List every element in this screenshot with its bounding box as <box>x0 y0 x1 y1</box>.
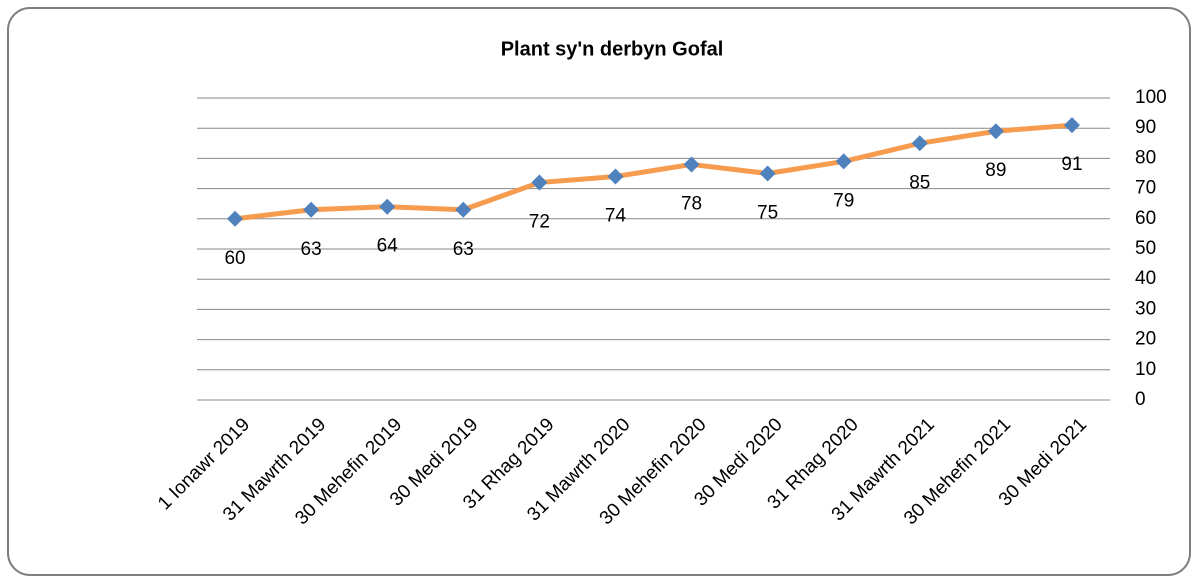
y-tick-label: 90 <box>1135 117 1156 138</box>
data-point <box>759 165 776 182</box>
data-label: 63 <box>453 239 474 260</box>
data-point <box>835 153 852 170</box>
data-point <box>911 135 928 152</box>
data-label: 79 <box>833 190 854 211</box>
data-label: 89 <box>985 160 1006 181</box>
y-tick-label: 60 <box>1135 208 1156 229</box>
data-point <box>303 201 320 218</box>
y-tick-label: 70 <box>1135 178 1156 199</box>
data-point <box>987 123 1004 140</box>
data-label: 64 <box>377 236 399 257</box>
data-label: 91 <box>1061 154 1082 175</box>
data-label: 60 <box>224 248 245 269</box>
data-point <box>683 156 700 173</box>
data-point <box>227 210 244 227</box>
y-tick-label: 50 <box>1135 238 1156 259</box>
y-tick-label: 0 <box>1135 389 1146 410</box>
chart-title: Plant sy'n derbyn Gofal <box>501 38 724 60</box>
data-point <box>455 201 472 218</box>
y-tick-label: 40 <box>1135 268 1156 289</box>
data-point <box>379 198 396 215</box>
y-tick-label: 30 <box>1135 298 1156 319</box>
data-point <box>1063 117 1080 134</box>
data-label: 63 <box>301 239 322 260</box>
data-point <box>607 168 624 185</box>
y-tick-label: 10 <box>1135 359 1156 380</box>
data-label: 72 <box>529 212 550 233</box>
y-tick-label: 100 <box>1135 87 1167 108</box>
data-line <box>234 122 1073 222</box>
data-label: 75 <box>757 203 778 224</box>
y-tick-label: 80 <box>1135 147 1156 168</box>
data-label: 85 <box>909 172 930 193</box>
data-point <box>531 174 548 191</box>
data-label: 78 <box>681 193 702 214</box>
y-tick-label: 20 <box>1135 329 1156 350</box>
data-label: 74 <box>605 206 627 227</box>
